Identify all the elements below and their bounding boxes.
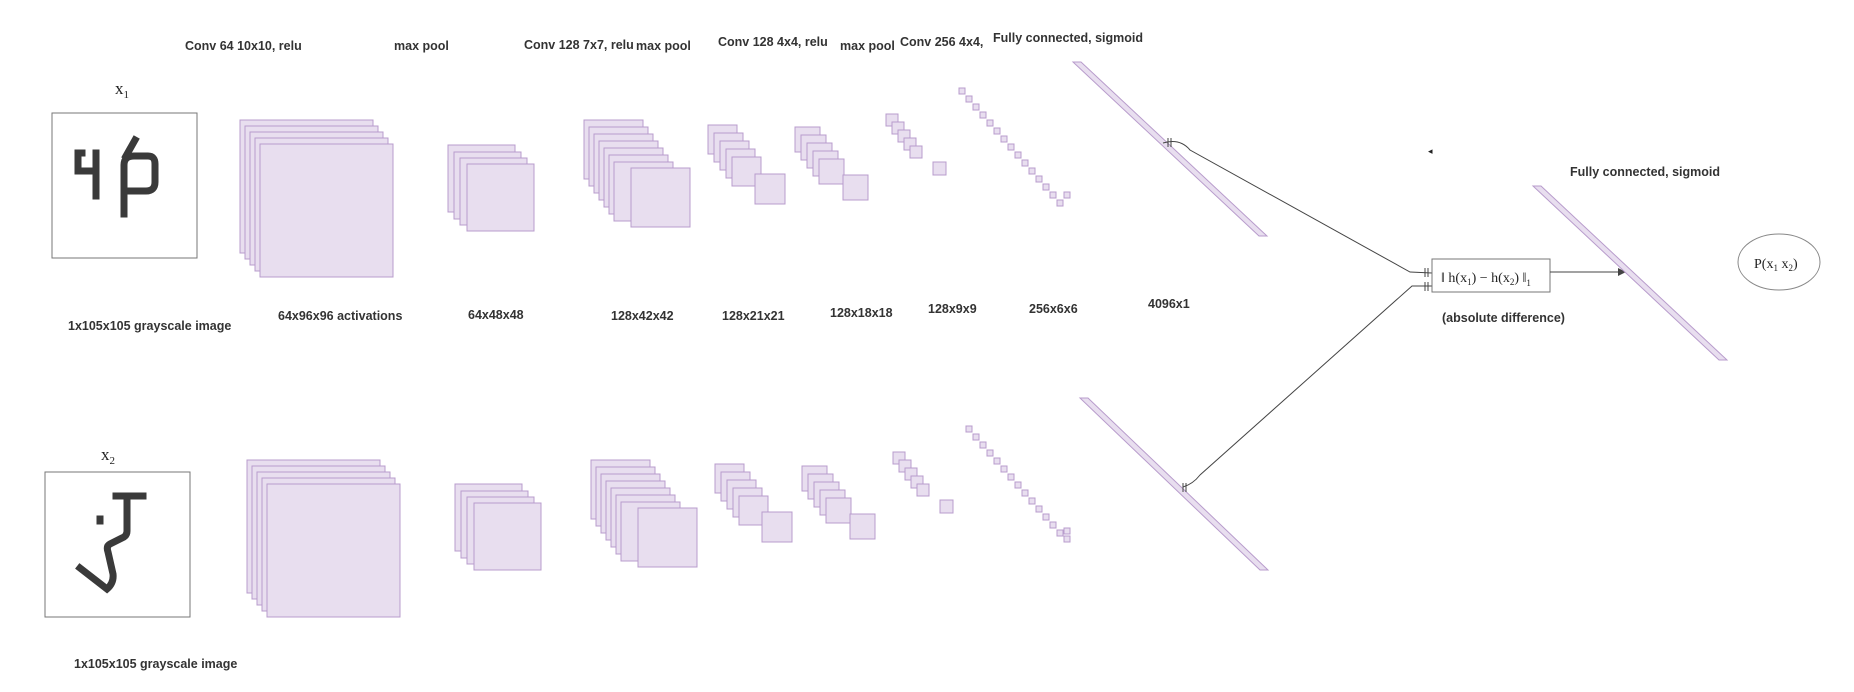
shape-fc1: 4096x1 bbox=[1148, 297, 1190, 311]
bottom-fc-tick bbox=[1182, 483, 1187, 492]
bottom-connector-tick bbox=[1424, 282, 1429, 291]
shape-pool1: 64x48x48 bbox=[468, 308, 524, 322]
conv3-label: Conv 128 4x4, relu bbox=[718, 35, 828, 49]
character-glyph-x1 bbox=[74, 135, 159, 218]
fc1-label: Fully connected, sigmoid bbox=[993, 31, 1143, 45]
top-pool2-maps bbox=[707, 124, 786, 205]
top-conv4-maps bbox=[958, 87, 1071, 207]
absolute-difference-box bbox=[1431, 258, 1551, 293]
top-pool3-maps bbox=[885, 113, 947, 176]
conv1-label: Conv 64 10x10, relu bbox=[185, 39, 302, 53]
shape-conv1: 64x96x96 activations bbox=[278, 309, 402, 323]
shape-pool2: 128x21x21 bbox=[722, 309, 785, 323]
bottom-conv3-maps bbox=[801, 465, 876, 540]
maxpool3-label: max pool bbox=[840, 39, 895, 53]
output-probability-node bbox=[1737, 233, 1821, 291]
top-conv1-activations bbox=[239, 119, 394, 278]
top-conv2-maps bbox=[583, 119, 691, 228]
character-glyph-x2 bbox=[75, 492, 147, 594]
top-fc-tick bbox=[1167, 138, 1172, 147]
final-fc-vector bbox=[1531, 185, 1729, 361]
x2-caption: 1x105x105 grayscale image bbox=[74, 657, 237, 671]
bottom-pool1-maps bbox=[454, 483, 542, 571]
top-pool1-maps bbox=[447, 144, 535, 232]
top-fc-vector bbox=[1071, 61, 1269, 237]
conv2-label: Conv 128 7x7, relu bbox=[524, 38, 634, 52]
bottom-conv2-maps bbox=[590, 459, 698, 568]
stray-mark: ◂ bbox=[1428, 146, 1433, 156]
top-connector-tick bbox=[1424, 268, 1429, 277]
distance-formula: ‖ h(x1) − h(x2) ‖1 bbox=[1441, 271, 1531, 288]
maxpool2-label: max pool bbox=[636, 39, 691, 53]
x1-caption: 1x105x105 grayscale image bbox=[68, 319, 231, 333]
absolute-difference-caption: (absolute difference) bbox=[1442, 311, 1565, 325]
bottom-fc-vector bbox=[1078, 397, 1270, 571]
bottom-conv4-maps bbox=[965, 425, 1071, 543]
x1-label: x1 bbox=[115, 79, 129, 101]
shape-pool3: 128x9x9 bbox=[928, 302, 977, 316]
x2-label: x2 bbox=[101, 445, 115, 467]
top-conv3-maps bbox=[794, 126, 869, 201]
shape-conv3: 128x18x18 bbox=[830, 306, 893, 320]
bottom-branch-connector bbox=[1182, 285, 1432, 488]
fc2-label: Fully connected, sigmoid bbox=[1570, 165, 1720, 179]
shape-conv2: 128x42x42 bbox=[611, 309, 674, 323]
bottom-pool2-maps bbox=[714, 463, 793, 543]
output-probability-label: P(x1 x2) bbox=[1754, 257, 1798, 273]
bottom-pool3-maps bbox=[892, 451, 954, 514]
top-branch-connector bbox=[1162, 141, 1433, 274]
bottom-conv1-activations bbox=[246, 459, 401, 618]
conv4-label: Conv 256 4x4, bbox=[900, 35, 983, 49]
maxpool1-label: max pool bbox=[394, 39, 449, 53]
shape-conv4: 256x6x6 bbox=[1029, 302, 1078, 316]
